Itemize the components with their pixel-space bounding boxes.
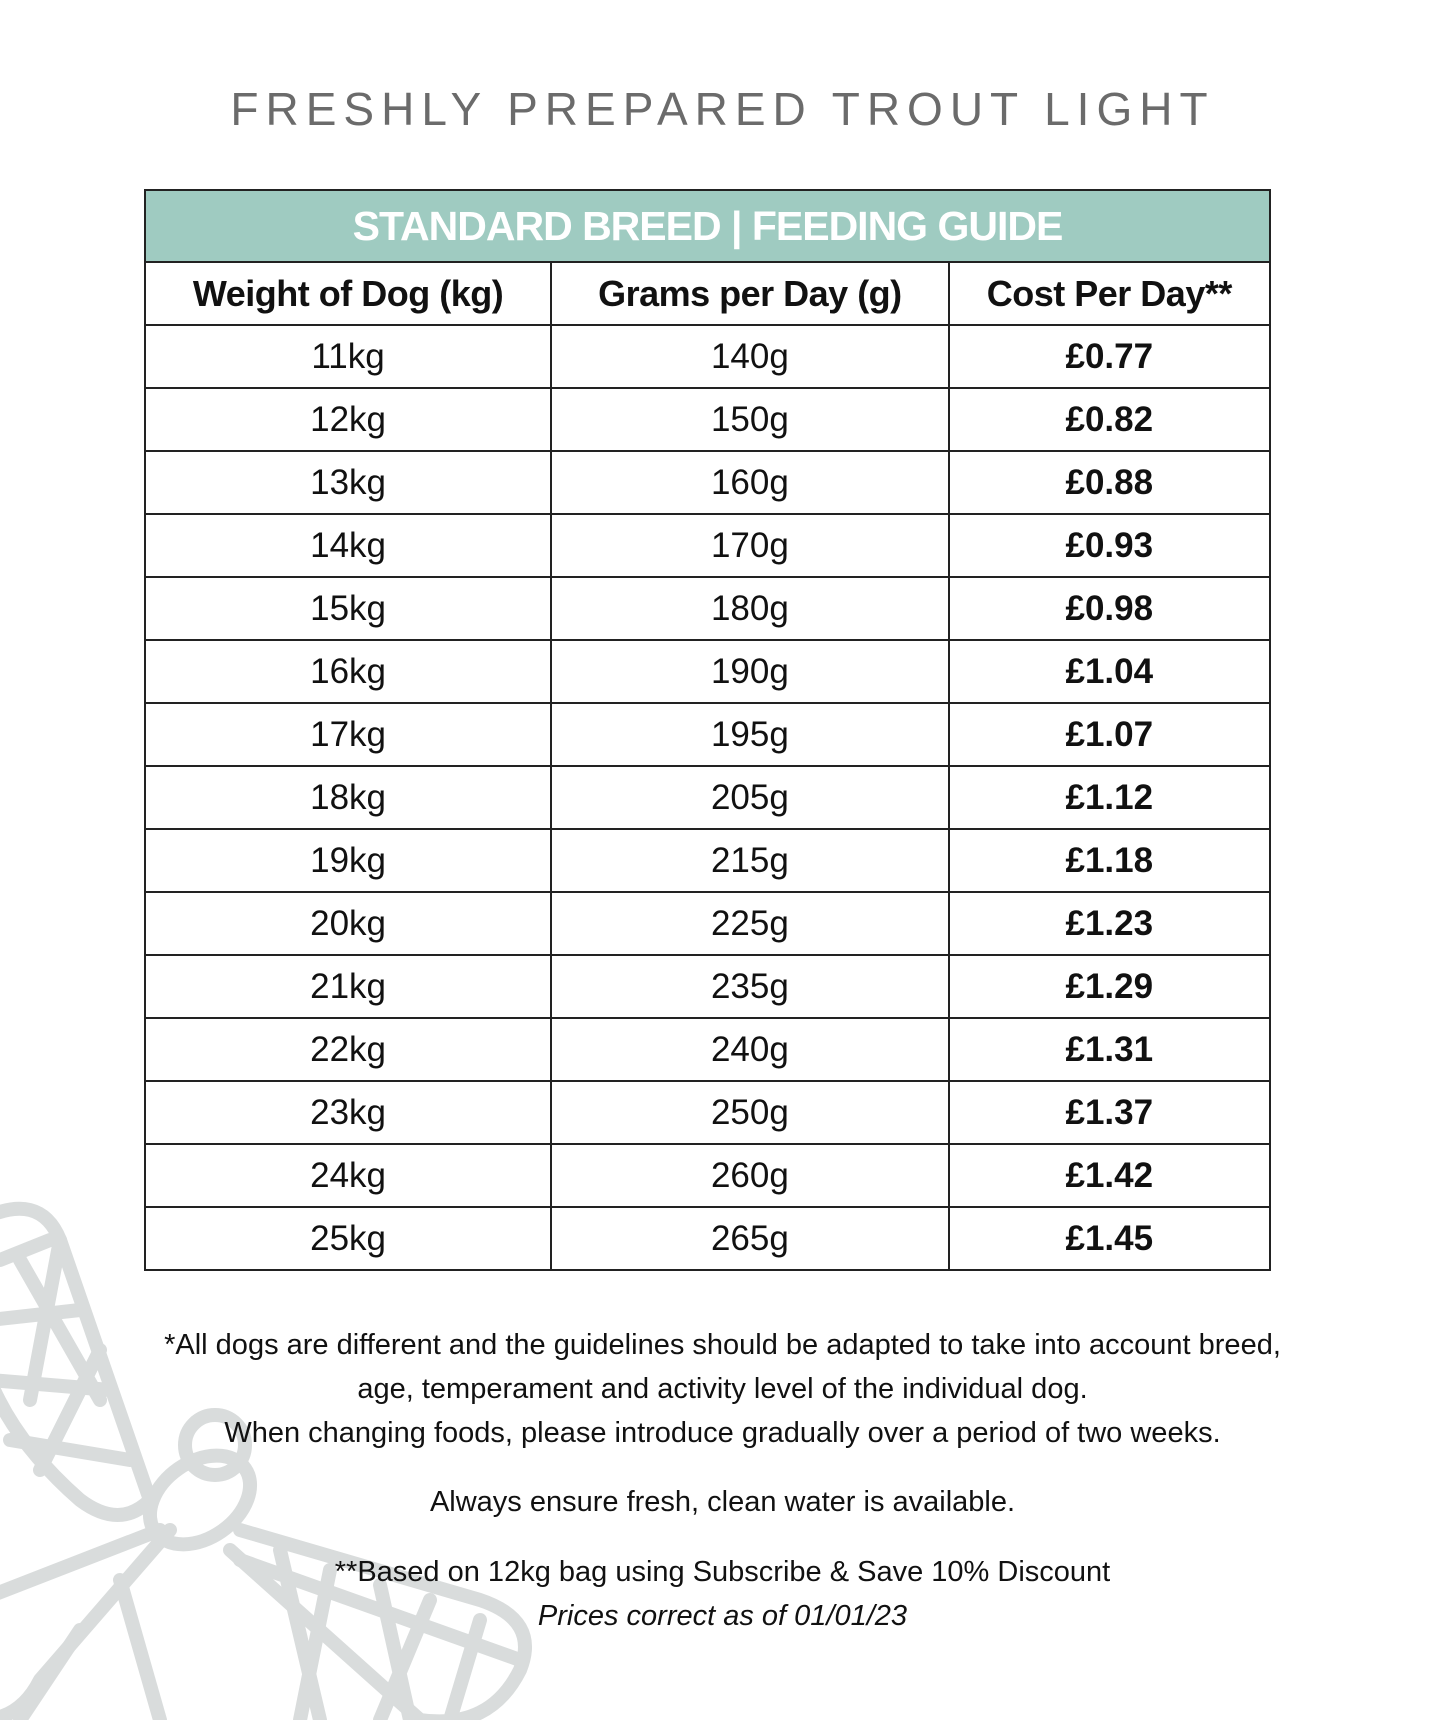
table-row: 21kg 235g £1.29 (143, 954, 1272, 1019)
table-row: 12kg 150g £0.82 (143, 387, 1272, 452)
cost-cell: £1.45 (947, 1206, 1272, 1271)
pricing-note: **Based on 12kg bag using Subscribe & Sa… (0, 1550, 1445, 1638)
pricing-basis: **Based on 12kg bag using Subscribe & Sa… (334, 1556, 1111, 1588)
note-line: age, temperament and activity level of t… (357, 1373, 1088, 1405)
cost-cell: £1.29 (947, 954, 1272, 1019)
grams-cell: 215g (550, 828, 950, 893)
table-row: 13kg 160g £0.88 (143, 450, 1272, 515)
table-banner: STANDARD BREED | FEEDING GUIDE (144, 189, 1271, 263)
grams-cell: 225g (550, 891, 950, 956)
weight-cell: 19kg (143, 828, 553, 893)
grams-cell: 205g (550, 765, 950, 830)
table-row: 20kg 225g £1.23 (143, 891, 1272, 956)
table-row: 11kg 140g £0.77 (143, 324, 1272, 389)
dragonfly-icon (0, 1201, 532, 1720)
weight-cell: 23kg (143, 1080, 553, 1145)
table-row: 25kg 265g £1.45 (143, 1206, 1272, 1271)
guideline-note: *All dogs are different and the guidelin… (0, 1323, 1445, 1455)
weight-cell: 11kg (143, 324, 553, 389)
table-row: 22kg 240g £1.31 (143, 1017, 1272, 1082)
cost-cell: £0.82 (947, 387, 1272, 452)
table-row: 15kg 180g £0.98 (143, 576, 1272, 641)
weight-cell: 20kg (143, 891, 553, 956)
grams-cell: 150g (550, 387, 950, 452)
table-row: 24kg 260g £1.42 (143, 1143, 1272, 1208)
grams-cell: 190g (550, 639, 950, 704)
grams-cell: 160g (550, 450, 950, 515)
cost-cell: £0.93 (947, 513, 1272, 578)
page-title: FRESHLY PREPARED TROUT LIGHT (230, 83, 1215, 135)
weight-cell: 17kg (143, 702, 553, 767)
weight-cell: 14kg (143, 513, 553, 578)
column-header-grams: Grams per Day (g) (550, 261, 950, 326)
weight-cell: 13kg (143, 450, 553, 515)
note-line: *All dogs are different and the guidelin… (164, 1329, 1281, 1361)
table-row: 23kg 250g £1.37 (143, 1080, 1272, 1145)
cost-cell: £1.12 (947, 765, 1272, 830)
column-header-weight: Weight of Dog (kg) (143, 261, 553, 326)
weight-cell: 21kg (143, 954, 553, 1019)
weight-cell: 24kg (143, 1143, 553, 1208)
cost-cell: £1.37 (947, 1080, 1272, 1145)
grams-cell: 260g (550, 1143, 950, 1208)
cost-cell: £1.04 (947, 639, 1272, 704)
cost-cell: £0.98 (947, 576, 1272, 641)
grams-cell: 250g (550, 1080, 950, 1145)
weight-cell: 22kg (143, 1017, 553, 1082)
grams-cell: 170g (550, 513, 950, 578)
table-row: 18kg 205g £1.12 (143, 765, 1272, 830)
table-row: 17kg 195g £1.07 (143, 702, 1272, 767)
weight-cell: 16kg (143, 639, 553, 704)
grams-cell: 140g (550, 324, 950, 389)
prices-date: Prices correct as of 01/01/23 (537, 1600, 908, 1632)
water-note: Always ensure fresh, clean water is avai… (429, 1486, 1016, 1518)
table-row: 14kg 170g £0.93 (143, 513, 1272, 578)
cost-cell: £1.31 (947, 1017, 1272, 1082)
grams-cell: 195g (550, 702, 950, 767)
cost-cell: £1.42 (947, 1143, 1272, 1208)
table-row: 16kg 190g £1.04 (143, 639, 1272, 704)
cost-cell: £0.77 (947, 324, 1272, 389)
cost-cell: £1.07 (947, 702, 1272, 767)
weight-cell: 12kg (143, 387, 553, 452)
feeding-guide-table: STANDARD BREED | FEEDING GUIDE Weight of… (143, 189, 1272, 1271)
cost-cell: £1.23 (947, 891, 1272, 956)
weight-cell: 25kg (143, 1206, 553, 1271)
note-line: When changing foods, please introduce gr… (224, 1417, 1221, 1449)
cost-cell: £1.18 (947, 828, 1272, 893)
cost-cell: £0.88 (947, 450, 1272, 515)
grams-cell: 235g (550, 954, 950, 1019)
weight-cell: 18kg (143, 765, 553, 830)
grams-cell: 265g (550, 1206, 950, 1271)
grams-cell: 240g (550, 1017, 950, 1082)
weight-cell: 15kg (143, 576, 553, 641)
column-header-cost: Cost Per Day** (947, 261, 1272, 326)
table-row: 19kg 215g £1.18 (143, 828, 1272, 893)
grams-cell: 180g (550, 576, 950, 641)
